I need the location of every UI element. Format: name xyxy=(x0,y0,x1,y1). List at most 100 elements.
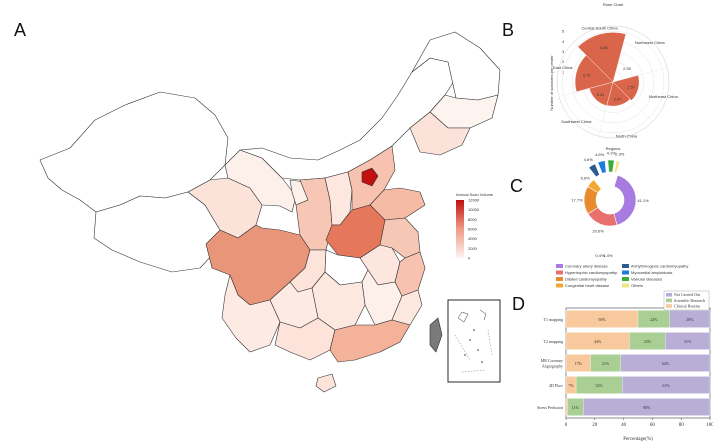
region-yunnan xyxy=(221,274,281,353)
stacked-value-label: 25% xyxy=(644,339,652,344)
stacked-value-label: 31% xyxy=(684,339,692,344)
donut-value-label: 4.6% xyxy=(584,157,594,162)
rose-category-label: Southwest China xyxy=(561,119,592,124)
donut-value-label: 4.6% xyxy=(595,152,605,157)
donut-legend-swatch xyxy=(622,277,629,281)
donut-legend-swatch xyxy=(622,283,629,288)
stacked-xlabel: Percentage(%) xyxy=(623,437,653,442)
donut-legend-swatch xyxy=(622,264,629,268)
rose-outer-circle xyxy=(556,25,670,139)
map-legend-ticks: 12000 10000 8000 6000 4000 2000 0 xyxy=(468,198,480,261)
stacked-bars: 50% 22% 28% 44% 25% 31% 17% 21% 62% 7% 32% 61% 11% 88… xyxy=(565,310,711,416)
stacked-bar-segment xyxy=(583,398,711,416)
donut-chart: 41.1%20.6%17.7%5.6%4.6%4.6% 4.1% 2.3%1.4%0… xyxy=(556,151,688,288)
donut-value-label: 2.3% xyxy=(615,152,625,157)
map-legend-tick: 8000 xyxy=(468,217,478,222)
donut-slice xyxy=(588,163,601,178)
rose-chart-ylabel: Number of scanners per center xyxy=(549,55,554,111)
stacked-bar-segment xyxy=(620,354,711,372)
donut-legend-swatch xyxy=(556,283,563,288)
donut-legend-label: Congenital heart disease xyxy=(565,283,610,288)
map-legend-title: Annual Scan Volume xyxy=(456,192,494,197)
stacked-legend-swatch xyxy=(666,304,672,308)
stacked-x-tick: 80 xyxy=(679,423,685,428)
stacked-legend-label: Not Carried Out xyxy=(674,292,701,297)
donut-value-label: 17.7% xyxy=(571,198,583,203)
stacked-category-label: Angiography xyxy=(542,364,563,369)
region-liaoning xyxy=(409,111,471,156)
rose-labels: 4.88 Central South China Northwest China 2.… xyxy=(553,25,678,138)
map-legend-tick: 2000 xyxy=(468,246,478,251)
rose-category-label: North China xyxy=(616,134,638,139)
region-guangdong xyxy=(329,319,411,363)
stacked-legend-label: Clinical Routine xyxy=(674,303,701,308)
south-china-sea-inset xyxy=(447,299,501,383)
stacked-bar-segment xyxy=(665,332,711,350)
map-legend-tick: 0 xyxy=(468,256,471,261)
donut-slice xyxy=(597,160,607,174)
rose-grid-circle xyxy=(561,30,665,134)
stacked-category-label: T2 mapping xyxy=(544,339,563,344)
stacked-value-label: 32% xyxy=(595,383,603,388)
stacked-value-label: 7% xyxy=(568,383,574,388)
rose-r-tick: 5 xyxy=(562,29,565,34)
donut-legend-swatch xyxy=(556,277,563,281)
stacked-category-label: T1 mapping xyxy=(544,317,563,322)
rose-bars xyxy=(574,32,640,107)
donut-slices xyxy=(583,159,637,227)
stacked-value-label: 88% xyxy=(643,405,651,410)
stacked-value-label: 22% xyxy=(650,317,658,322)
donut-slice xyxy=(587,179,602,194)
rose-category-label: Northwest China xyxy=(635,40,665,45)
stacked-legend-box xyxy=(663,290,710,311)
donut-legend-label: Hypertrophic cardiomyopathy xyxy=(565,270,617,275)
rose-bar xyxy=(612,74,640,101)
map-legend-tick: 12000 xyxy=(468,198,480,203)
stacked-category-label: 4D Flow xyxy=(549,383,563,388)
rose-value-label: 2.37 xyxy=(614,96,623,101)
donut-labels: 41.1%20.6%17.7%5.6%4.6%4.6% 4.1% 2.3%1.4%0… xyxy=(571,151,649,258)
region-zhejiang xyxy=(394,251,426,297)
donut-value-label: 4.1% xyxy=(607,151,617,156)
stacked-legend-label: Scientific Research xyxy=(674,298,705,303)
donut-legend-label: Arrhythmogenic cardiomyopathy xyxy=(631,264,688,269)
donut-slice xyxy=(614,160,621,174)
panel-c-letter: C xyxy=(510,176,523,196)
donut-extra-label: 0.4% xyxy=(595,253,605,258)
stacked-x-tick: 40 xyxy=(621,423,627,428)
stacked-value-label: 61% xyxy=(662,383,670,388)
donut-value-label: 41.1% xyxy=(637,198,649,203)
stacked-value-label: 28% xyxy=(686,317,694,322)
panel-d-letter: D xyxy=(512,294,525,314)
stacked-x-tick: 60 xyxy=(650,423,656,428)
donut-value-label: 20.6% xyxy=(592,228,604,233)
stacked-category-label: Stress Perfusion xyxy=(537,405,563,410)
rose-r-tick: 1 xyxy=(562,69,565,74)
rose-category-label: Central South China xyxy=(582,25,619,30)
stacked-bar-chart: 50% 22% 28% 44% 25% 31% 17% 21% 62% 7% 32% 61% 11% 88… xyxy=(537,290,713,442)
donut-legend-label: Dilated cardiomyopathy xyxy=(565,277,607,282)
donut-slice xyxy=(607,159,615,173)
panel-a-letter: A xyxy=(14,20,27,40)
region-qinghai xyxy=(187,177,263,239)
donut-legend-label: Coronary artery disease xyxy=(565,264,608,269)
stacked-legend-swatch xyxy=(666,298,672,303)
rose-value-label: 2.57 xyxy=(627,84,636,89)
map-legend-tick: 4000 xyxy=(468,236,478,241)
stacked-value-label: 11% xyxy=(572,405,580,410)
rose-chart: Rose Chart 1 2 3 4 5 4.88 Central South China… xyxy=(549,2,678,151)
donut-legend-label: Others xyxy=(631,283,643,288)
region-hainan xyxy=(315,373,337,393)
donut-extra-label: 1.4% xyxy=(603,253,613,258)
region-beijing xyxy=(361,167,379,187)
stacked-value-label: 44% xyxy=(594,339,602,344)
donut-legend-label: Valvular diseases xyxy=(631,277,662,282)
stacked-value-label: 62% xyxy=(662,361,670,366)
stacked-category-label: MR Coronary xyxy=(541,358,563,363)
rose-value-label: 3.72 xyxy=(583,72,592,77)
rose-r-tick: 2 xyxy=(562,59,565,64)
donut-legend-swatch xyxy=(556,264,563,268)
rose-extra-label: 2.39 xyxy=(623,66,632,71)
stacked-x-ticks: 0 20 40 60 80 100 xyxy=(565,418,713,428)
